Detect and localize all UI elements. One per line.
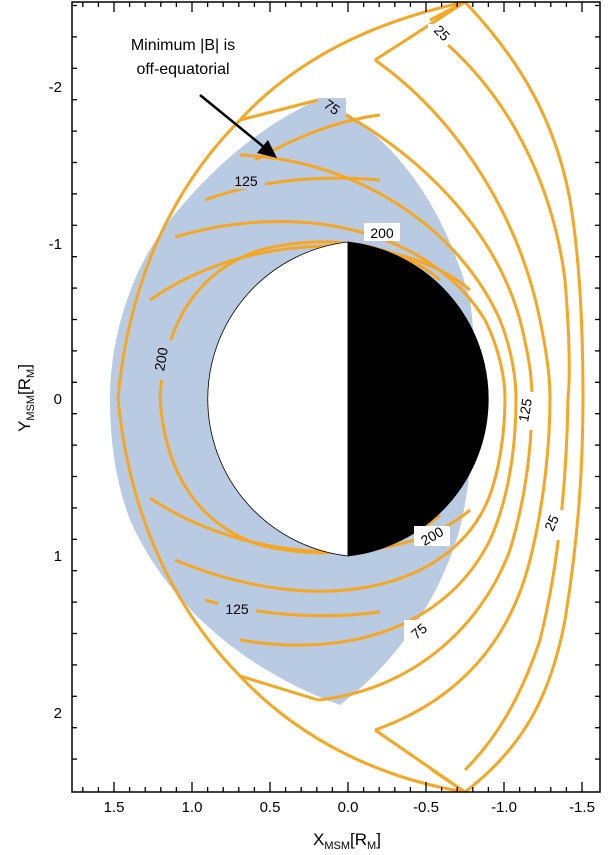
y-tick-label: 2 bbox=[54, 705, 62, 722]
x-tick-label: 1.5 bbox=[104, 799, 125, 816]
svg-text:200: 200 bbox=[151, 346, 171, 372]
field-line-e bbox=[149, 244, 471, 302]
magnetopause-boundary bbox=[116, 2, 466, 792]
y-tick-label: -1 bbox=[49, 236, 62, 253]
x-tick-label: -1.5 bbox=[569, 799, 595, 816]
plot-area: 25 75 125 200 200 125 25 200 bbox=[110, 2, 585, 792]
field-line-a bbox=[374, 58, 552, 732]
x-axis-title: XMSM[RM] bbox=[313, 830, 381, 852]
contour-25-bottom bbox=[463, 397, 570, 772]
contour-label-125-right: 125 bbox=[515, 392, 541, 430]
contour-label-75-top: 75 bbox=[318, 96, 346, 118]
contour-label-200-top: 200 bbox=[364, 223, 400, 241]
field-line-outer bbox=[463, 2, 585, 792]
contour-125-upper bbox=[204, 176, 381, 202]
x-tick-label: -0.5 bbox=[413, 799, 439, 816]
x-tick-label: 0.5 bbox=[260, 799, 281, 816]
y-tick-label: -2 bbox=[49, 79, 62, 96]
svg-text:125: 125 bbox=[234, 173, 258, 189]
y-tick-label: 1 bbox=[54, 548, 62, 565]
annotation-line-1: Minimum |B| is bbox=[131, 37, 235, 54]
annotation-arrow bbox=[199, 94, 266, 149]
contour-25-top bbox=[446, 43, 571, 399]
contour-label-25-top: 25 bbox=[428, 22, 456, 44]
contour-label-75-bottom: 75 bbox=[404, 620, 434, 642]
annotation-line-2: off-equatorial bbox=[136, 61, 229, 78]
planet-mercury bbox=[207, 241, 489, 557]
x-tick-label: 1.0 bbox=[182, 799, 203, 816]
radial-lines bbox=[239, 2, 466, 792]
contour-label-200-left: 200 bbox=[150, 340, 172, 380]
svg-text:125: 125 bbox=[225, 601, 249, 617]
contour-label-125-bottom: 125 bbox=[218, 600, 256, 618]
arrow-head-icon bbox=[257, 140, 277, 158]
plot-frame bbox=[71, 1, 601, 793]
svg-text:25: 25 bbox=[541, 512, 562, 533]
contour-label-25-bottom: 25 bbox=[541, 510, 567, 540]
axis-ticks bbox=[72, 2, 600, 792]
contour-label-125-top: 125 bbox=[227, 171, 265, 189]
svg-text:200: 200 bbox=[370, 225, 394, 241]
y-axis-title: YMSM[RM] bbox=[15, 364, 37, 432]
planet-nightside bbox=[347, 241, 489, 557]
x-tick-labels: 1.5 1.0 0.5 0.0 -0.5 -1.0 -1.5 bbox=[104, 799, 595, 816]
x-tick-label: -1.0 bbox=[491, 799, 517, 816]
y-tick-label: 0 bbox=[54, 391, 62, 408]
contour-label-200-bottom: 200 bbox=[414, 523, 450, 549]
planet-dayside bbox=[207, 241, 349, 557]
y-tick-labels: -2 -1 0 1 2 bbox=[49, 79, 62, 722]
svg-text:125: 125 bbox=[515, 397, 535, 423]
contour-200-loop bbox=[158, 240, 441, 555]
x-tick-label: 0.0 bbox=[338, 799, 359, 816]
annotation: Minimum |B| is off-equatorial bbox=[131, 37, 277, 158]
